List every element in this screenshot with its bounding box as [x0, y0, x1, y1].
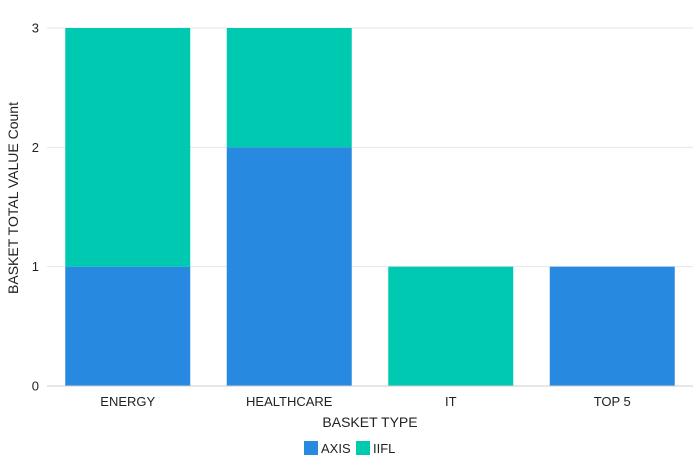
legend[interactable]: AXIS IIFL — [304, 441, 395, 456]
y-tick-label-3: 3 — [32, 21, 39, 36]
bars — [65, 28, 675, 386]
y-tick-label-2: 2 — [32, 140, 39, 155]
legend-label-iifl: IIFL — [373, 441, 395, 456]
y-tick-label-0: 0 — [32, 379, 39, 394]
legend-swatch-axis — [304, 441, 318, 455]
legend-swatch-iifl — [356, 441, 370, 455]
legend-item-axis[interactable]: AXIS — [304, 441, 351, 456]
legend-item-iifl[interactable]: IIFL — [356, 441, 395, 456]
x-tick-label-healthcare: HEALTHCARE — [246, 394, 333, 409]
x-tick-label-top-5: TOP 5 — [594, 394, 631, 409]
bar-energy-axis[interactable] — [65, 266, 191, 386]
legend-label-axis: AXIS — [321, 441, 351, 456]
x-tick-label-energy: ENERGY — [100, 394, 155, 409]
bar-top-5-axis[interactable] — [549, 266, 675, 386]
bar-healthcare-iifl[interactable] — [226, 28, 352, 148]
bar-energy-iifl[interactable] — [65, 28, 191, 267]
bar-it-iifl[interactable] — [388, 266, 514, 386]
axes: 0 1 2 3 ENERGY HEALTHCARE IT TOP 5 — [32, 21, 693, 409]
y-tick-label-1: 1 — [32, 259, 39, 274]
y-axis-title: BASKET TOTAL VALUE Count — [5, 102, 21, 294]
bar-healthcare-axis[interactable] — [226, 147, 352, 386]
x-tick-label-it: IT — [445, 394, 457, 409]
x-axis-title: BASKET TYPE — [322, 414, 417, 430]
